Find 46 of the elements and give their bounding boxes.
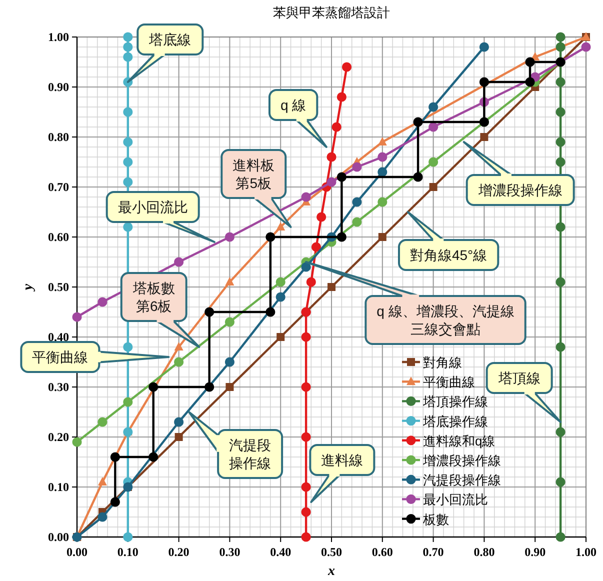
annotation: 汽提段操作線 — [229, 437, 272, 471]
legend-label: 汽提段操作線 — [423, 472, 501, 488]
legend-label: 最小回流比 — [423, 492, 488, 508]
y-tick-label: 1.00 — [48, 30, 69, 44]
x-tick-label: 0.20 — [168, 545, 190, 559]
x-tick-label: 0.10 — [117, 545, 138, 559]
annotation: 塔頂線 — [497, 370, 540, 386]
legend-label: 平衡曲線 — [423, 374, 475, 390]
y-tick-label: 0.50 — [48, 280, 69, 294]
legend-label: 塔底操作線 — [422, 414, 488, 429]
legend-label: 進料線和q線 — [423, 433, 496, 448]
x-tick-label: 0.90 — [524, 545, 546, 559]
annotation: 塔板數第6板 — [132, 280, 175, 314]
legend-label: 對角線 — [423, 355, 462, 370]
y-axis-title: y — [21, 283, 36, 292]
chart-title: 苯與甲苯蒸餾塔設計 — [273, 5, 390, 20]
x-tick-label: 0.50 — [321, 545, 342, 559]
legend-label: 塔頂操作線 — [422, 394, 488, 410]
y-tick-label: 0.10 — [48, 480, 69, 494]
x-tick-label: 0.30 — [219, 545, 240, 559]
y-tick-label: 0.80 — [48, 130, 69, 144]
annotation: q 線、增濃段、汽提線三線交會點 — [376, 303, 514, 337]
y-tick-label: 0.70 — [48, 180, 69, 194]
x-tick-label: 0.80 — [474, 545, 495, 559]
annotation: 增濃段操作線 — [477, 182, 562, 198]
y-tick-label: 0.00 — [48, 530, 69, 544]
y-tick-label: 0.40 — [48, 330, 69, 344]
x-axis-title: x — [327, 564, 335, 579]
y-tick-label: 0.90 — [48, 80, 69, 94]
y-tick-label: 0.20 — [48, 430, 69, 444]
annotation: 進料板第5板 — [232, 157, 275, 191]
annotation: 進料線 — [321, 452, 364, 468]
legend-label: 增濃段操作線 — [422, 453, 501, 468]
y-tick-label: 0.30 — [48, 380, 69, 394]
x-tick-label: 0.00 — [66, 545, 88, 559]
x-tick-label: 1.00 — [576, 545, 596, 559]
y-tick-label: 0.60 — [48, 230, 69, 244]
x-tick-label: 0.40 — [270, 545, 292, 559]
annotation: 塔底線 — [148, 32, 192, 48]
annotation: 最小回流比 — [118, 199, 188, 215]
annotation: 對角線45°線 — [410, 247, 488, 263]
x-tick-label: 0.70 — [422, 545, 444, 559]
annotation: 平衡曲線 — [32, 349, 88, 365]
annotation: q 線 — [280, 97, 306, 113]
legend-label: 板數 — [422, 512, 449, 527]
x-tick-label: 0.60 — [372, 545, 393, 559]
